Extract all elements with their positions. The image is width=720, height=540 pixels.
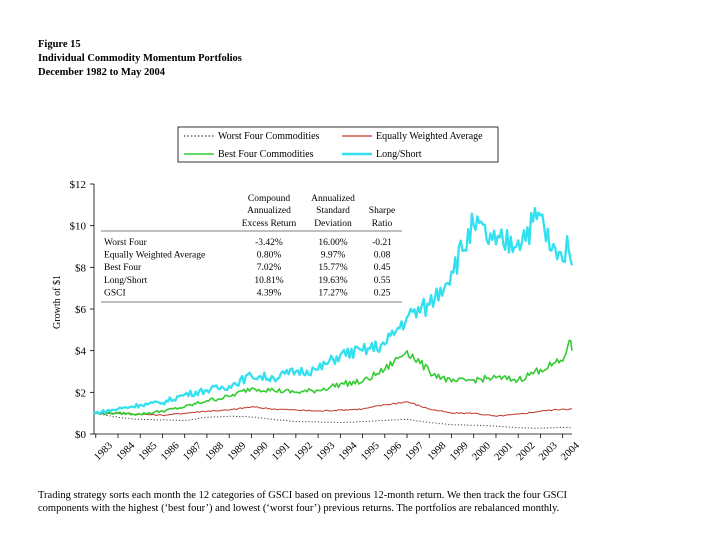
table-header-2b: Standard — [316, 206, 350, 216]
x-tick-label: 2000 — [470, 440, 493, 463]
table-cell: 16.00% — [318, 238, 347, 248]
series-equal-weight — [93, 401, 573, 417]
table-cell: 17.27% — [318, 288, 347, 298]
x-tick-label: 1986 — [159, 440, 182, 463]
x-tick-label: 1988 — [204, 440, 227, 463]
x-tick-label: 1999 — [448, 440, 471, 463]
x-tick-label: 1983 — [92, 440, 115, 463]
table-header-2: Annualized — [311, 194, 355, 204]
table-cell: 9.97% — [321, 251, 346, 261]
x-tick-label: 2003 — [537, 440, 560, 463]
table-header-1: Compound — [248, 194, 290, 204]
y-tick-label: $12 — [70, 179, 87, 191]
figure-title: Individual Commodity Momentum Portfolios — [38, 53, 242, 64]
y-tick-label: $10 — [70, 221, 87, 233]
table-cell: 0.55 — [374, 276, 391, 286]
table-row-label: Worst Four — [104, 238, 148, 248]
table-cell: 0.25 — [374, 288, 391, 298]
x-tick-label: 1997 — [404, 440, 427, 463]
x-tick-label: 1991 — [270, 440, 293, 463]
table-cell: 15.77% — [318, 263, 347, 273]
series-best-four — [93, 339, 573, 416]
table-cell: 0.08 — [374, 251, 391, 261]
table-cell: -3.42% — [255, 238, 283, 248]
x-tick-label: 1998 — [426, 440, 449, 463]
y-tick-label: $2 — [75, 387, 86, 399]
table-header-3: Sharpe — [369, 206, 395, 216]
table-header-1b: Annualized — [247, 206, 291, 216]
x-tick-label: 1984 — [115, 440, 138, 463]
legend: Worst Four Commodities Equally Weighted … — [177, 126, 499, 163]
table-cell: 10.81% — [254, 276, 283, 286]
x-tick-label: 2004 — [559, 440, 582, 463]
x-tick-label: 2001 — [493, 440, 516, 463]
x-tick-label: 1989 — [226, 440, 249, 463]
legend-label-long-short: Long/Short — [376, 149, 422, 160]
x-tick-label: 1987 — [181, 440, 204, 463]
table-cell: 0.45 — [374, 263, 391, 273]
y-tick-label: $6 — [75, 304, 87, 316]
figure-header: Figure 15 Individual Commodity Momentum … — [38, 38, 242, 80]
x-tick-label: 1992 — [292, 440, 315, 463]
table-header-2c: Deviation — [314, 219, 352, 229]
table-row-label: GSCI — [104, 288, 126, 298]
x-tick-label: 1985 — [137, 440, 160, 463]
stats-table: Compound Annualized Excess Return Annual… — [101, 194, 402, 303]
figure-label: Figure 15 — [38, 39, 81, 50]
table-header-1c: Excess Return — [242, 219, 297, 229]
table-cell: 0.80% — [257, 251, 282, 261]
table-row-label: Best Four — [104, 263, 142, 273]
x-tick-label: 1995 — [359, 440, 382, 463]
legend-label-worst-four: Worst Four Commodities — [218, 131, 320, 142]
x-tick-label: 1996 — [381, 440, 404, 463]
y-ticks: $0 $2 $4 $6 $8 $10 $12 — [70, 179, 94, 441]
legend-label-best-four: Best Four Commodities — [218, 149, 314, 160]
legend-box — [177, 126, 499, 163]
x-tick-label: 1994 — [337, 440, 360, 463]
table-cell: 7.02% — [257, 263, 282, 273]
caption: Trading strategy sorts each month the 12… — [38, 490, 568, 514]
table-header-3b: Ratio — [372, 219, 393, 229]
x-tick-label: 1990 — [248, 440, 271, 463]
table-cell: 4.39% — [257, 288, 282, 298]
table-row-label: Long/Short — [104, 276, 148, 286]
series-worst-four — [94, 412, 573, 429]
y-axis-label: Growth of $1 — [52, 275, 63, 329]
y-tick-label: $0 — [75, 429, 87, 441]
x-tick-label: 1993 — [315, 440, 338, 463]
y-tick-label: $8 — [75, 262, 87, 274]
figure-period: December 1982 to May 2004 — [38, 67, 165, 78]
table-row-label: Equally Weighted Average — [104, 251, 205, 261]
table-cell: 19.63% — [318, 276, 347, 286]
legend-label-equal-weight: Equally Weighted Average — [376, 131, 483, 142]
x-tick-label: 2002 — [515, 440, 538, 463]
table-cell: -0.21 — [372, 238, 392, 248]
y-tick-label: $4 — [75, 346, 87, 358]
series-long-short — [93, 206, 574, 415]
table-rows: Worst Four -3.42% 16.00% -0.21 Equally Weigh… — [104, 238, 392, 298]
x-ticks: 1983 1984 1985 1986 1987 1988 1989 1990 1991 1992… — [92, 434, 582, 463]
